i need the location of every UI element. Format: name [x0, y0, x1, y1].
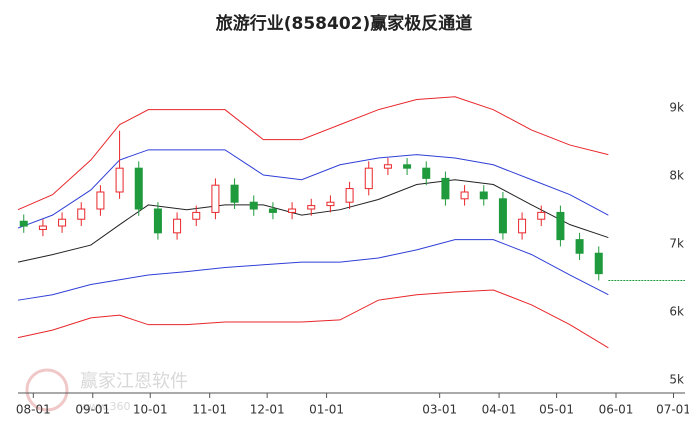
candle-body: [556, 211, 565, 241]
y-tick-label: 8k: [669, 168, 684, 182]
candle-body: [38, 225, 47, 230]
candle-body: [518, 218, 527, 234]
candle-body: [230, 184, 239, 203]
candle-body: [326, 201, 335, 207]
candle-body: [268, 208, 277, 213]
x-tick-label: 10-01: [133, 403, 168, 417]
x-tick-label: 07-01: [656, 403, 689, 417]
x-tick-label: 01-01: [309, 403, 344, 417]
candle-body: [173, 218, 182, 234]
x-tick-label: 09-01: [75, 403, 110, 417]
candle-body: [19, 220, 28, 227]
candle-body: [460, 191, 469, 200]
candle-body: [249, 201, 258, 210]
x-tick-label: 06-01: [599, 403, 634, 417]
candle-body: [345, 188, 354, 203]
y-tick-label: 9k: [669, 100, 684, 114]
candle-body: [211, 184, 220, 213]
candle-body: [192, 211, 201, 220]
candle-body: [288, 208, 297, 213]
x-tick-label: 05-01: [539, 403, 574, 417]
candle-body: [77, 208, 86, 220]
watermark: 赢家江恩软件: [80, 370, 188, 392]
candle-body: [134, 167, 143, 210]
channel-line: [17, 96, 609, 211]
x-tick-label: 11-01: [192, 403, 227, 417]
candle-body: [575, 239, 584, 254]
candle-body: [403, 164, 412, 169]
x-tick-label: 08-01: [16, 403, 51, 417]
channel-line: [17, 179, 609, 263]
chart-title: 旅游行业(858402)赢家极反通道: [216, 13, 473, 34]
candle-body: [58, 218, 67, 227]
candle-body: [307, 205, 316, 210]
candle-body: [441, 177, 450, 200]
channel-line: [17, 289, 609, 349]
x-tick-label: 12-01: [250, 403, 285, 417]
watermark-logo: [25, 368, 69, 412]
candle-body: [422, 167, 431, 179]
candle-body: [153, 208, 162, 234]
candle-body: [537, 211, 546, 220]
candle-body: [479, 191, 488, 200]
candle-body: [115, 167, 124, 193]
candle-body: [594, 252, 603, 275]
watermark-url: www.360: [80, 400, 130, 413]
y-tick-label: 6k: [669, 304, 684, 318]
candle-body: [96, 191, 105, 210]
candle-body: [383, 164, 392, 169]
candle-body: [498, 198, 507, 234]
candle-body: [364, 167, 373, 190]
x-tick-label: 04-01: [482, 403, 517, 417]
y-tick-label: 7k: [669, 236, 684, 250]
y-tick-label: 5k: [669, 372, 684, 386]
channel-line: [17, 239, 609, 301]
channel-line: [17, 149, 609, 229]
x-tick-label: 03-01: [422, 403, 457, 417]
